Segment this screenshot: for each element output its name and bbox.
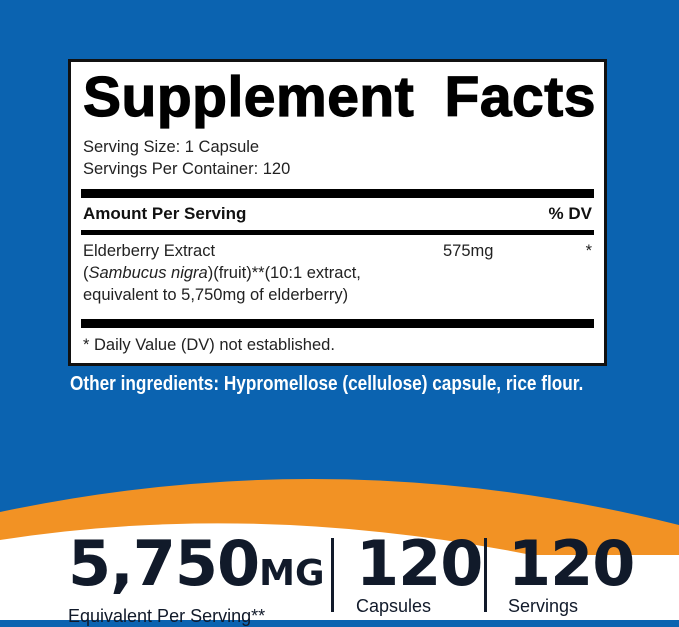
stat-servings: 120 Servings — [508, 527, 635, 617]
ingredient-dv: * — [585, 242, 592, 260]
stat-equivalent: 5,750MG Equivalent Per Serving** — [68, 532, 325, 627]
thick-divider — [81, 189, 594, 198]
stat-unit: MG — [259, 553, 325, 594]
ingredient-name: Elderberry Extract — [83, 242, 216, 260]
ingredient-detail-text: )(fruit)**(10:1 extract, — [207, 264, 361, 282]
stat-value: 120 — [508, 527, 635, 600]
servings-per-container: Servings Per Container: 120 — [83, 160, 291, 178]
thick-divider-bottom — [81, 319, 594, 328]
serving-size: Serving Size: 1 Capsule — [83, 138, 260, 156]
latin-name: Sambucus nigra — [88, 264, 208, 282]
stat-label: Equivalent Per Serving** — [68, 606, 266, 626]
amount-header-row: Amount Per Serving % DV — [83, 198, 592, 230]
stat-number: 5,750 — [68, 527, 260, 600]
other-ingredients: Other ingredients: Hypromellose (cellulo… — [70, 373, 584, 395]
stat-value: 5,750MG — [68, 532, 325, 606]
panel-title: Supplement Facts — [82, 65, 596, 129]
stat-divider — [331, 538, 334, 612]
footnote: * Daily Value (DV) not established. — [83, 336, 335, 354]
stat-capsules: 120 Capsules — [356, 527, 483, 617]
amount-header: Amount Per Serving — [83, 204, 247, 223]
ingredient-detail-2: equivalent to 5,750mg of elderberry) — [83, 286, 349, 304]
stat-divider — [484, 538, 487, 612]
ingredient-detail: (Sambucus nigra)(fruit)**(10:1 extract, — [83, 262, 592, 284]
dv-header: % DV — [548, 204, 592, 223]
thin-divider — [81, 230, 594, 235]
stat-value: 120 — [356, 527, 483, 600]
stat-label: Capsules — [356, 596, 432, 616]
ingredient-amount: 575mg — [443, 242, 494, 260]
ingredient-row: Elderberry Extract (Sambucus nigra)(frui… — [83, 240, 592, 315]
stat-label: Servings — [508, 596, 579, 616]
paren: ( — [83, 264, 89, 282]
supplement-facts-panel: Supplement Facts Serving Size: 1 Capsule… — [68, 59, 607, 366]
